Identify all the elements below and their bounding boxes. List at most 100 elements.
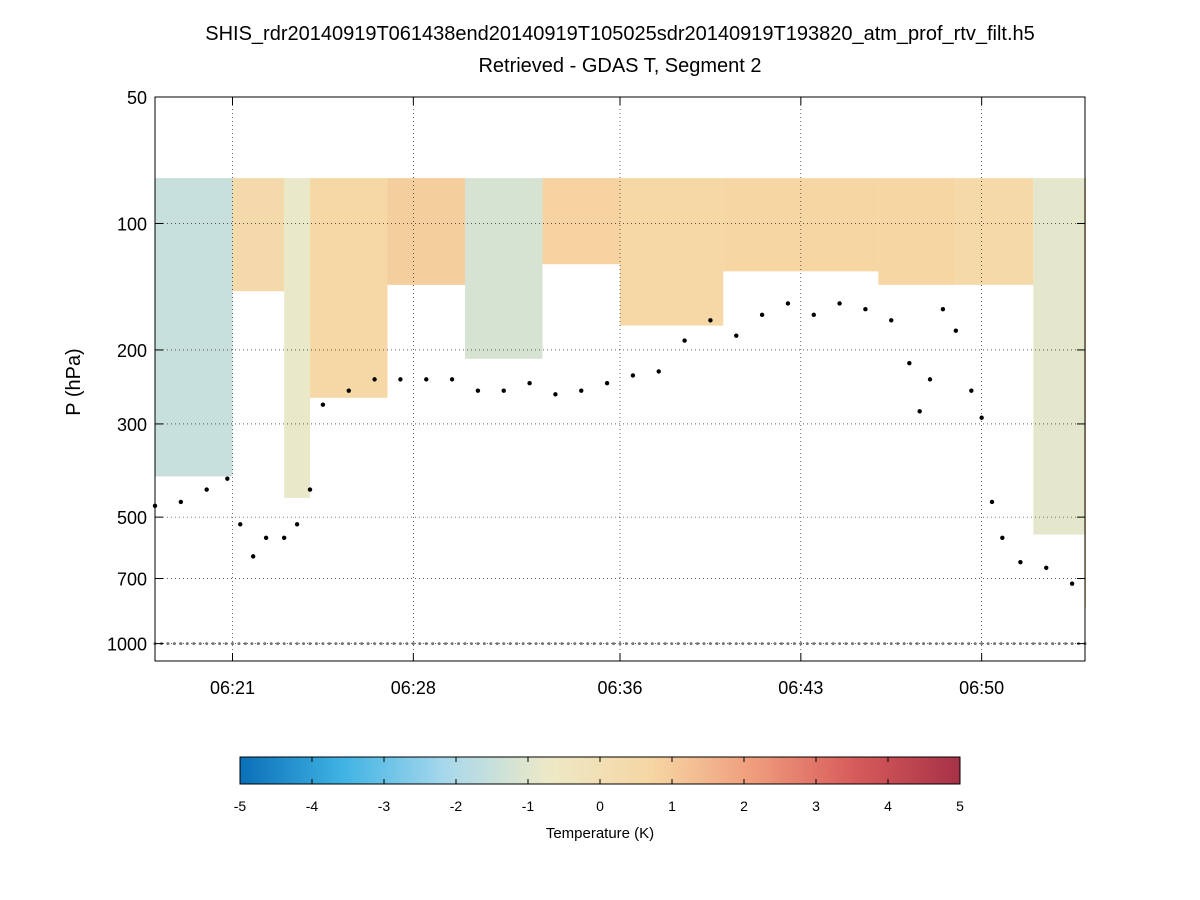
surface-point bbox=[715, 642, 719, 646]
surface-point bbox=[541, 642, 544, 646]
data-point bbox=[940, 307, 946, 312]
colorbar-tick-label: 1 bbox=[668, 798, 676, 814]
data-point bbox=[501, 388, 506, 393]
x-tick-label: 06:36 bbox=[597, 678, 642, 698]
colorbar-ticks: -5 -4 -3 -2 -1 0 1 2 3 4 5 bbox=[234, 757, 964, 814]
data-point bbox=[917, 409, 922, 414]
surface-point bbox=[1070, 642, 1074, 646]
surface-point bbox=[876, 642, 880, 646]
data-point bbox=[281, 535, 287, 541]
surface-point bbox=[696, 642, 699, 646]
surface-point bbox=[495, 642, 499, 646]
surface-point bbox=[592, 642, 596, 646]
data-point bbox=[527, 381, 532, 386]
surface-point bbox=[624, 642, 628, 646]
data-point bbox=[837, 301, 842, 306]
surface-point bbox=[469, 642, 473, 646]
surface-point bbox=[566, 642, 570, 646]
surface-point bbox=[670, 642, 674, 646]
data-point bbox=[238, 522, 243, 527]
surface-point bbox=[1051, 642, 1055, 646]
surface-point bbox=[973, 642, 977, 646]
data-point bbox=[294, 522, 300, 527]
colorbar-tick-label: 2 bbox=[740, 798, 748, 814]
data-point bbox=[398, 377, 403, 382]
surface-point bbox=[1044, 642, 1048, 646]
colorbar-tick-label: -2 bbox=[450, 798, 463, 814]
surface-point bbox=[902, 642, 906, 646]
surface-point bbox=[237, 642, 241, 646]
surface-point bbox=[618, 642, 622, 646]
surface-point bbox=[282, 642, 286, 646]
data-point bbox=[863, 307, 868, 312]
surface-point bbox=[799, 642, 803, 646]
y-tick-label: 50 bbox=[127, 88, 147, 108]
surface-point bbox=[1064, 642, 1068, 646]
data-point bbox=[307, 487, 313, 492]
heatmap-cell bbox=[387, 178, 465, 285]
data-point bbox=[579, 388, 584, 393]
surface-point bbox=[792, 642, 796, 646]
surface-point bbox=[605, 642, 609, 646]
data-point bbox=[1069, 581, 1075, 586]
surface-point bbox=[450, 642, 454, 646]
data-point bbox=[1000, 535, 1005, 541]
surface-point bbox=[476, 642, 480, 646]
data-point bbox=[250, 554, 256, 559]
surface-point bbox=[702, 642, 706, 646]
surface-point bbox=[431, 642, 435, 646]
heatmap-cell bbox=[232, 178, 285, 292]
surface-point bbox=[644, 642, 648, 646]
surface-point bbox=[838, 642, 842, 646]
surface-point bbox=[547, 642, 551, 646]
data-point bbox=[604, 381, 610, 386]
surface-point bbox=[1057, 642, 1061, 646]
y-axis: 50 100 200 300 500 700 1000 bbox=[107, 88, 1085, 655]
colorbar-tick-label: -3 bbox=[378, 798, 391, 814]
surface-point bbox=[870, 642, 874, 646]
surface-point bbox=[773, 642, 777, 646]
surface-point bbox=[366, 642, 370, 646]
surface-point bbox=[231, 642, 234, 646]
surface-point bbox=[928, 642, 932, 646]
surface-point bbox=[650, 642, 654, 646]
colorbar-tick-label: 5 bbox=[956, 798, 964, 814]
surface-point bbox=[831, 642, 835, 646]
heatmap-cell bbox=[620, 178, 724, 326]
surface-point bbox=[999, 642, 1003, 646]
scatter-points bbox=[152, 301, 1087, 646]
heatmap-cell bbox=[955, 178, 1034, 285]
surface-point bbox=[166, 642, 170, 646]
data-point bbox=[811, 312, 816, 318]
data-point bbox=[372, 377, 377, 382]
heatmap-layer bbox=[155, 178, 1086, 608]
data-point bbox=[927, 377, 933, 382]
surface-point bbox=[353, 642, 357, 646]
data-point bbox=[889, 318, 894, 323]
surface-point bbox=[198, 642, 202, 646]
surface-point bbox=[863, 642, 867, 646]
surface-point bbox=[553, 642, 557, 646]
x-tick-label: 06:28 bbox=[391, 678, 436, 698]
data-point bbox=[204, 487, 209, 492]
surface-point bbox=[947, 642, 951, 646]
data-point bbox=[449, 377, 455, 382]
surface-point bbox=[573, 642, 577, 646]
surface-point bbox=[896, 642, 900, 646]
surface-point bbox=[818, 642, 822, 646]
surface-point bbox=[883, 642, 887, 646]
colorbar-tick-label: 3 bbox=[812, 798, 820, 814]
surface-point bbox=[211, 642, 215, 646]
y-tick-label: 1000 bbox=[107, 635, 147, 655]
y-axis-label: P (hPa) bbox=[63, 348, 85, 415]
y-tick-label: 100 bbox=[117, 214, 147, 234]
surface-point bbox=[489, 642, 493, 646]
surface-point bbox=[508, 642, 512, 646]
surface-point bbox=[386, 642, 389, 646]
surface-point bbox=[721, 642, 725, 646]
surface-point bbox=[205, 642, 209, 646]
heatmap-cell bbox=[1033, 178, 1085, 535]
surface-point bbox=[314, 642, 318, 646]
surface-point bbox=[708, 642, 712, 646]
